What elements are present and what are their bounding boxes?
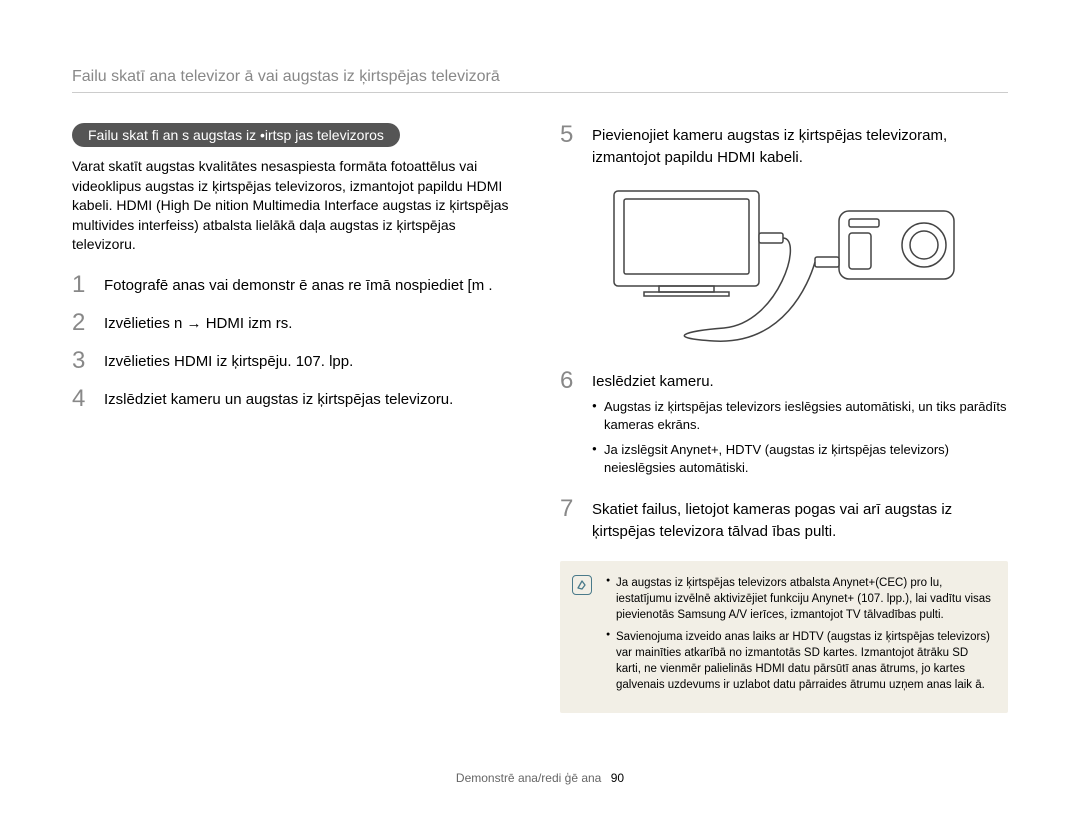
step-text: Izvēlieties HDMI iz ķirtspēju. 107. lpp. — [104, 349, 353, 373]
step-text: Izvēlieties n → HDMI izm rs. — [104, 311, 292, 335]
bullet-item: Ja izslēgsit Anynet+, HDTV (augstas iz ķ… — [592, 441, 1008, 477]
tv-camera-illustration — [560, 183, 1008, 353]
left-column: Failu skat ﬁ an s augstas iz •irtsp jas … — [72, 123, 520, 713]
step-6: 6 Ieslēdziet kameru. Augstas iz ķirtspēj… — [560, 369, 1008, 484]
step-text: Pievienojiet kameru augstas iz ķirtspēja… — [592, 123, 1008, 169]
intro-paragraph: Varat skatīt augstas kvalitātes nesaspie… — [72, 157, 520, 255]
step-number: 4 — [72, 387, 94, 411]
note-list: Ja augstas iz ķirtspējas televizors atba… — [606, 575, 992, 694]
section-pill: Failu skat ﬁ an s augstas iz •irtsp jas … — [72, 123, 400, 147]
step-number: 6 — [560, 369, 582, 484]
step-6-title: Ieslēdziet kameru. — [592, 373, 714, 390]
right-column: 5 Pievienojiet kameru augstas iz ķirtspē… — [560, 123, 1008, 713]
content-columns: Failu skat ﬁ an s augstas iz •irtsp jas … — [72, 123, 1008, 713]
step-3: 3 Izvēlieties HDMI iz ķirtspēju. 107. lp… — [72, 349, 520, 373]
step-number: 2 — [72, 311, 94, 335]
page-header: Failu skatī ana televizor ā vai augstas … — [72, 68, 1008, 93]
step-text: Fotografē anas vai demonstr ē anas re īm… — [104, 273, 493, 297]
step-number: 1 — [72, 273, 94, 297]
step-number: 7 — [560, 497, 582, 543]
footer-section: Demonstrē ana/redi ģē ana — [456, 771, 601, 785]
step-2: 2 Izvēlieties n → HDMI izm rs. — [72, 311, 520, 335]
step-6-bullets: Augstas iz ķirtspējas televizors ieslēgs… — [592, 398, 1008, 477]
step-number: 5 — [560, 123, 582, 169]
bullet-item: Augstas iz ķirtspējas televizors ieslēgs… — [592, 398, 1008, 434]
note-box: Ja augstas iz ķirtspējas televizors atba… — [560, 561, 1008, 714]
step-number: 3 — [72, 349, 94, 373]
step-7: 7 Skatiet failus, lietojot kameras pogas… — [560, 497, 1008, 543]
step-4: 4 Izslēdziet kameru un augstas iz ķirtsp… — [72, 387, 520, 411]
step-text: Izslēdziet kameru un augstas iz ķirtspēj… — [104, 387, 453, 411]
step-text: Ieslēdziet kameru. Augstas iz ķirtspējas… — [592, 369, 1008, 484]
note-item: Savienojuma izveido anas laiks ar HDTV (… — [606, 629, 992, 693]
step-text: Skatiet failus, lietojot kameras pogas v… — [592, 497, 1008, 543]
step-5: 5 Pievienojiet kameru augstas iz ķirtspē… — [560, 123, 1008, 169]
note-icon — [572, 575, 592, 595]
page-footer: Demonstrē ana/redi ģē ana 90 — [0, 771, 1080, 785]
note-item: Ja augstas iz ķirtspējas televizors atba… — [606, 575, 992, 623]
connection-diagram-icon — [604, 183, 964, 353]
footer-page-number: 90 — [611, 771, 624, 785]
step-1: 1 Fotografē anas vai demonstr ē anas re … — [72, 273, 520, 297]
